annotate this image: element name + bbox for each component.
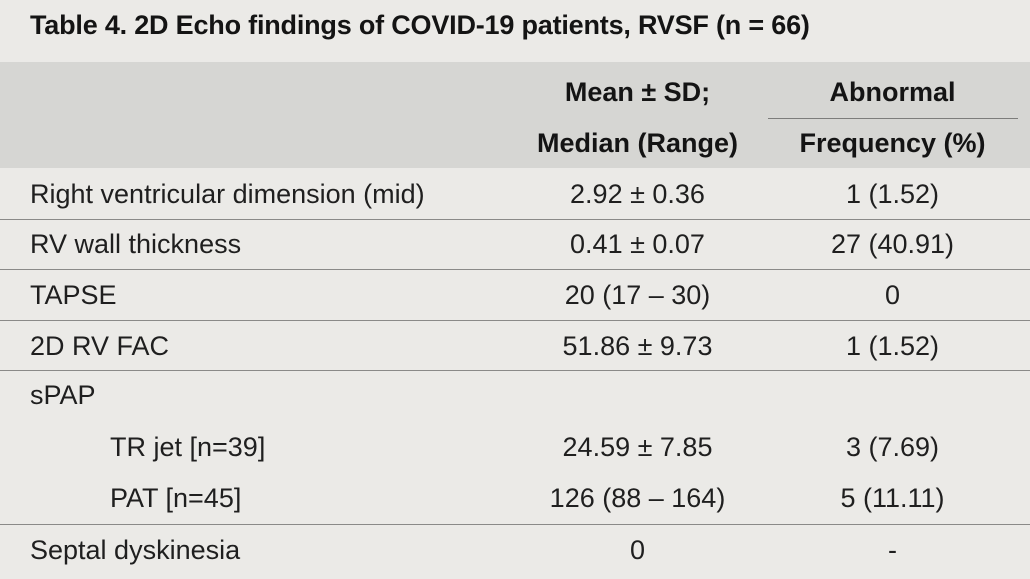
header-median-range: Median (Range): [536, 128, 738, 158]
row-abnormal: 5 (11.11): [840, 483, 945, 513]
row-abnormal: 0: [884, 280, 901, 310]
row-label: TR jet [n=39]: [110, 432, 266, 462]
row-value: 0: [629, 535, 646, 565]
row-label: 2D RV FAC: [30, 331, 170, 361]
row-divider: [0, 219, 1030, 220]
row-abnormal: -: [888, 535, 897, 565]
row-abnormal: 1 (1.52): [845, 179, 940, 209]
header-frequency: Frequency (%): [799, 128, 986, 158]
row-value: 126 (88 – 164): [549, 483, 726, 513]
row-abnormal: 3 (7.69): [845, 432, 940, 462]
row-divider: [0, 320, 1030, 321]
header-subrule: [768, 118, 1018, 119]
table-header: Mean ± SD; Median (Range) Abnormal Frequ…: [0, 62, 1030, 168]
table-title: Table 4. 2D Echo findings of COVID-19 pa…: [30, 10, 810, 40]
row-value: 0.41 ± 0.07: [570, 229, 705, 259]
row-divider: [0, 269, 1030, 270]
row-value: 20 (17 – 30): [564, 280, 711, 310]
header-mean-sd: Mean ± SD;: [564, 77, 711, 107]
row-label: sPAP: [30, 380, 96, 410]
row-abnormal: 1 (1.52): [845, 331, 940, 361]
row-label: Right ventricular dimension (mid): [30, 179, 425, 209]
row-label: Septal dyskinesia: [30, 535, 241, 565]
row-abnormal: 27 (40.91): [830, 229, 955, 259]
row-label: PAT [n=45]: [110, 483, 242, 513]
row-divider: [0, 524, 1030, 525]
row-value: 2.92 ± 0.36: [570, 179, 705, 209]
row-label: TAPSE: [30, 280, 117, 310]
row-label: RV wall thickness: [30, 229, 242, 259]
row-value: 51.86 ± 9.73: [562, 331, 713, 361]
row-value: 24.59 ± 7.85: [562, 432, 713, 462]
row-divider: [0, 370, 1030, 371]
header-abnormal: Abnormal: [829, 77, 956, 107]
